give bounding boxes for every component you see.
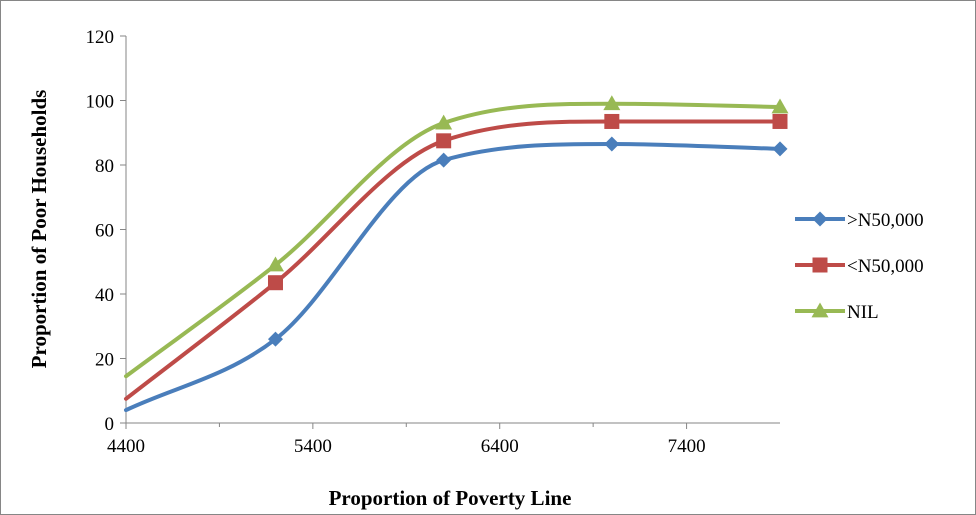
y-tick-label: 60 <box>95 221 114 242</box>
legend-marker <box>812 257 828 273</box>
y-axis-title: Proportion of Poor Households <box>27 90 51 369</box>
legend: >N50,000 <N50,000 NIL <box>795 210 924 323</box>
y-tick-label: 20 <box>95 350 114 371</box>
series-line <box>124 142 782 413</box>
legend-entry: NIL <box>795 302 879 323</box>
data-point <box>604 113 620 129</box>
y-tick-label: 80 <box>95 156 114 177</box>
legend-entry: <N50,000 <box>795 256 924 277</box>
axes: 0 20 40 60 80 100 120 4400 5400 6400 7400 <box>86 27 780 457</box>
data-point <box>603 95 621 111</box>
legend-label: NIL <box>847 302 879 323</box>
series-diamond <box>124 136 788 413</box>
y-tick-label: 100 <box>86 92 115 113</box>
data-point <box>435 114 453 130</box>
x-tick-label: 5400 <box>294 436 332 457</box>
data-point <box>604 136 620 152</box>
x-tick-label: 7400 <box>668 436 706 457</box>
data-point <box>436 133 452 149</box>
x-tick-label: 4400 <box>107 436 145 457</box>
series-square <box>124 113 788 401</box>
legend-label: <N50,000 <box>847 256 924 277</box>
data-point <box>266 256 284 272</box>
data-point <box>436 152 452 168</box>
y-tick-label: 0 <box>105 414 115 435</box>
legend-marker <box>812 211 828 227</box>
y-tick-label: 120 <box>86 27 115 48</box>
legend-marker <box>811 302 829 318</box>
legend-label: >N50,000 <box>847 210 924 231</box>
y-tick-label: 40 <box>95 285 114 306</box>
data-point <box>772 113 788 129</box>
data-point <box>267 331 283 347</box>
x-tick-label: 6400 <box>481 436 519 457</box>
x-axis-title: Proportion of Poverty Line <box>329 486 572 510</box>
data-point <box>267 275 283 291</box>
series-line <box>124 119 782 401</box>
data-point <box>771 98 789 114</box>
series-triangle <box>124 95 789 379</box>
series-layer <box>124 95 789 413</box>
legend-entry: >N50,000 <box>795 210 924 231</box>
data-point <box>772 141 788 157</box>
